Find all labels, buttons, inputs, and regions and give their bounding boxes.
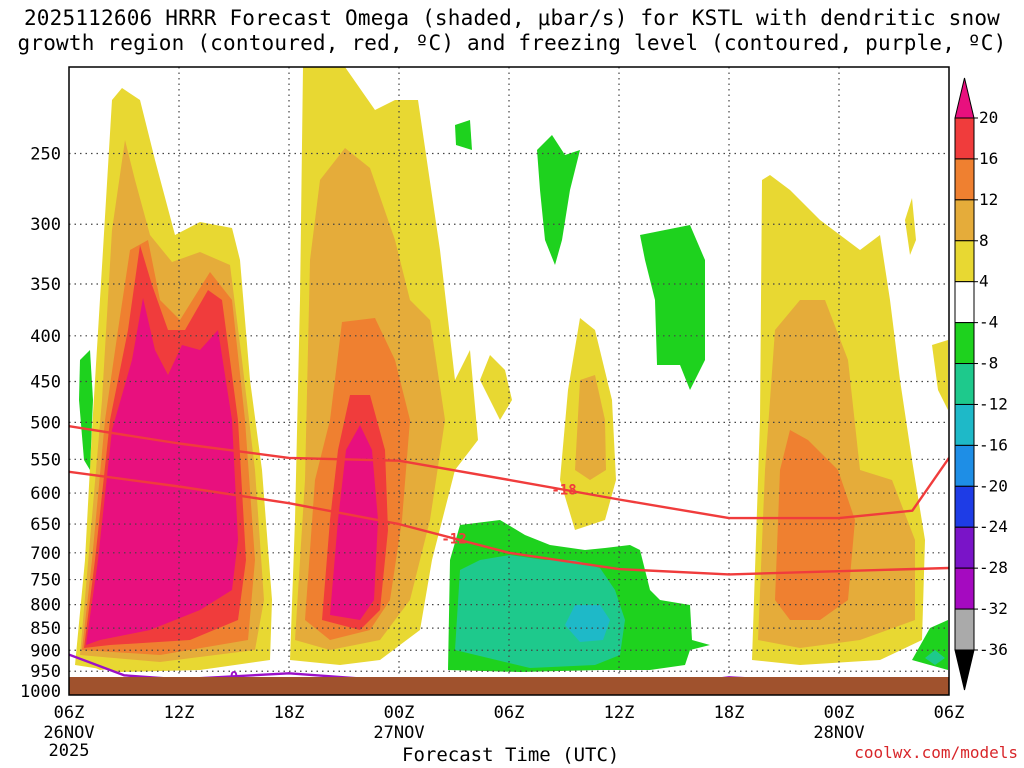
y-tick-label-500: 500 (30, 413, 61, 433)
omega-4-shade-right-edge-b (932, 340, 948, 410)
y-tick-label-600: 600 (30, 484, 61, 504)
x-date-label-0-1: 2025 (49, 741, 90, 761)
colorbar-swatch-3 (954, 199, 975, 242)
colorbar-swatch-9 (954, 444, 975, 487)
ground-band (69, 677, 949, 695)
colorbar-label-10: -24 (979, 517, 1008, 536)
colorbar-label-1: 16 (979, 149, 998, 168)
y-tick-label-700: 700 (30, 544, 61, 564)
colorbar-label-9: -20 (979, 476, 1008, 495)
colorbar-label-2: 12 (979, 190, 998, 209)
x-date-label-7-0: 28NOV (813, 723, 864, 743)
x-tick-label-8: 06Z (934, 703, 965, 723)
contour-label-1: -18 (551, 483, 576, 499)
x-tick-label-7: 00Z (824, 703, 855, 723)
colorbar-label-13: -36 (979, 640, 1008, 659)
y-tick-label-650: 650 (30, 515, 61, 535)
colorbar-label-8: -16 (979, 435, 1008, 454)
x-tick-label-0: 06Z (54, 703, 85, 723)
colorbar-label-7: -12 (979, 394, 1008, 413)
y-tick-label-450: 450 (30, 372, 61, 392)
source-credit: coolwx.com/models (854, 743, 1018, 762)
colorbar-swatch-2 (954, 158, 975, 201)
omega-4-shade-mid-b (480, 355, 512, 420)
y-tick-label-850: 850 (30, 619, 61, 639)
colorbar-label-11: -28 (979, 558, 1008, 577)
colorbar-swatch-0 (954, 77, 975, 119)
omega-4-shade-right-edge (905, 198, 916, 255)
omega-20-shade-center (330, 425, 378, 620)
colorbar-swatch-14 (954, 649, 975, 691)
y-tick-label-1000: 1000 (20, 682, 61, 702)
chart-title: 2025112606 HRRR Forecast Omega (shaded, … (17, 6, 1007, 55)
y-tick-label-300: 300 (30, 215, 61, 235)
colorbar-label-3: 8 (979, 231, 989, 250)
omega-neg4-shade-upper-b (537, 135, 580, 265)
omega-neg4-shade-upper-a (455, 120, 472, 150)
y-axis-labels: 2503003504004505005506006507007508008509… (20, 145, 61, 703)
y-tick-label-800: 800 (30, 596, 61, 616)
contour-line-0 (69, 470, 949, 576)
omega-neg8-shade-right (925, 650, 945, 665)
x-tick-label-2: 18Z (274, 703, 305, 723)
y-tick-label-750: 750 (30, 571, 61, 591)
colorbar-swatch-11 (954, 526, 975, 569)
x-axis-labels: 06Z 12Z 18Z 00Z 06Z 12Z 18Z 00Z 06Z26NOV202527NO… (43, 703, 964, 761)
x-date-label-3-0: 27NOV (373, 723, 424, 743)
x-date-label-0-0: 26NOV (43, 723, 94, 743)
omega-8-shade-mid-a (575, 375, 606, 480)
colorbar-label-0: 20 (979, 108, 998, 127)
colorbar-swatch-8 (954, 403, 975, 446)
y-tick-label-900: 900 (30, 641, 61, 661)
x-axis-title: Forecast Time (UTC) (402, 744, 620, 766)
colorbar-swatch-6 (954, 322, 975, 365)
x-tick-label-1: 12Z (164, 703, 195, 723)
colorbar-swatch-13 (954, 608, 975, 651)
colorbar-swatch-12 (954, 567, 975, 610)
plot-frame (68, 66, 950, 696)
omega-neg12-shade-low (565, 605, 610, 642)
omega-neg4-shade-left (79, 350, 93, 470)
y-tick-label-950: 950 (30, 662, 61, 682)
colorbar-label-12: -32 (979, 599, 1008, 618)
y-tick-label-250: 250 (30, 145, 61, 165)
x-tick-label-4: 06Z (494, 703, 525, 723)
omega-neg4-shade-upper-c (640, 225, 705, 390)
contour-line-1 (69, 425, 949, 520)
y-tick-label-550: 550 (30, 450, 61, 470)
colorbar-label-4: 4 (979, 272, 989, 291)
omega-shading (75, 67, 948, 672)
x-tick-label-6: 18Z (714, 703, 745, 723)
y-tick-label-400: 400 (30, 327, 61, 347)
y-tick-label-350: 350 (30, 275, 61, 295)
colorbar-swatch-1 (954, 117, 975, 160)
colorbar-swatch-4 (954, 240, 975, 283)
colorbar-label-6: -8 (979, 354, 998, 373)
x-tick-label-5: 12Z (604, 703, 635, 723)
colorbar: 20 16 12 8 4 -4 -8 -12 -16 -20 -24 -28 -32 -36 (954, 77, 1008, 691)
colorbar-swatch-7 (954, 363, 975, 405)
colorbar-swatch-5 (954, 281, 975, 324)
contour-label-0: -12 (441, 531, 466, 547)
omega-20-shade-left (86, 298, 238, 645)
x-tick-label-3: 00Z (384, 703, 415, 723)
colorbar-label-5: -4 (979, 313, 998, 332)
colorbar-swatch-10 (954, 485, 975, 528)
